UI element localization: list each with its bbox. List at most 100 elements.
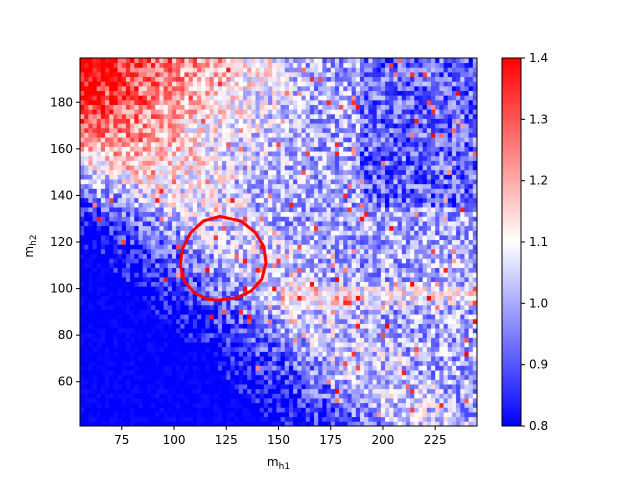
heatmap-cell — [222, 123, 227, 129]
heatmap-cell — [314, 258, 319, 264]
heatmap-cell — [314, 290, 319, 296]
heatmap-cell — [109, 258, 114, 264]
heatmap-cell — [176, 276, 181, 282]
heatmap-cell — [176, 300, 181, 306]
heatmap-cell — [159, 356, 164, 362]
heatmap-cell — [259, 230, 265, 236]
heatmap-cell — [138, 179, 144, 185]
heatmap-cell — [80, 290, 85, 296]
heatmap-cell — [134, 360, 139, 366]
heatmap-cell — [263, 179, 269, 185]
heatmap-cell — [322, 239, 327, 245]
heatmap-cell — [184, 253, 190, 259]
heatmap-cell — [276, 85, 281, 92]
heatmap-cell — [109, 402, 114, 408]
heatmap-cell — [297, 276, 302, 282]
heatmap-cell — [125, 225, 131, 231]
heatmap-cell — [121, 141, 127, 147]
heatmap-cell — [293, 356, 298, 362]
heatmap-cell — [309, 365, 315, 371]
heatmap-cell — [309, 374, 315, 380]
heatmap-cell — [293, 276, 298, 282]
heatmap-cell — [297, 248, 302, 255]
heatmap-cell — [197, 225, 202, 231]
heatmap-cell — [293, 323, 298, 329]
heatmap-cell — [259, 407, 265, 413]
heatmap-cell — [226, 379, 231, 385]
heatmap-cell — [96, 286, 102, 292]
heatmap-cell — [309, 85, 315, 92]
heatmap-cell — [117, 304, 123, 310]
heatmap-cell — [205, 351, 210, 357]
heatmap-cell — [230, 379, 236, 385]
heatmap-cell — [284, 113, 290, 119]
heatmap-cell — [305, 328, 311, 334]
heatmap-cell — [176, 127, 181, 133]
heatmap-cell — [201, 71, 206, 78]
heatmap-cell — [309, 253, 315, 259]
heatmap-cell — [293, 76, 298, 82]
heatmap-cell — [201, 216, 206, 222]
heatmap-cell — [339, 235, 344, 241]
heatmap-cell — [334, 393, 340, 399]
heatmap-cell — [146, 127, 152, 133]
heatmap-cell — [180, 379, 185, 385]
heatmap-cell — [201, 221, 206, 227]
heatmap-cell — [155, 62, 160, 68]
heatmap-cell — [276, 71, 281, 78]
heatmap-cell — [339, 328, 344, 334]
heatmap-cell — [121, 221, 127, 227]
heatmap-cell — [130, 99, 135, 105]
heatmap-cell — [151, 127, 156, 133]
heatmap-cell — [222, 407, 227, 413]
heatmap-cell — [159, 109, 164, 115]
heatmap-cell — [130, 132, 135, 138]
heatmap-cell — [176, 132, 181, 138]
heatmap-cell — [138, 281, 144, 287]
heatmap-cell — [334, 318, 340, 324]
heatmap-cell — [301, 286, 307, 292]
heatmap-cell — [201, 412, 206, 418]
heatmap-cell — [217, 253, 223, 259]
heatmap-cell — [176, 71, 181, 78]
heatmap-cell — [146, 295, 152, 301]
heatmap-cell — [334, 155, 340, 161]
heatmap-cell — [251, 207, 256, 213]
heatmap-cell — [268, 58, 273, 64]
heatmap-cell — [284, 81, 290, 87]
heatmap-cell — [284, 235, 290, 241]
heatmap-cell — [138, 398, 144, 404]
heatmap-cell — [222, 370, 227, 376]
heatmap-cell — [309, 169, 315, 175]
heatmap-cell — [96, 183, 102, 189]
heatmap-cell — [238, 76, 244, 82]
heatmap-cell — [268, 328, 273, 334]
heatmap-cell — [142, 262, 148, 269]
heatmap-cell — [146, 183, 152, 189]
heatmap-cell — [301, 221, 307, 227]
heatmap-cell — [230, 281, 236, 287]
heatmap-cell — [130, 58, 135, 64]
heatmap-cell — [334, 127, 340, 133]
heatmap-cell — [230, 244, 236, 250]
heatmap-cell — [230, 328, 236, 334]
heatmap-cell — [297, 412, 302, 418]
heatmap-cell — [301, 248, 307, 255]
heatmap-cell — [297, 239, 302, 245]
heatmap-cell — [100, 127, 106, 133]
heatmap-cell — [276, 346, 281, 352]
heatmap-cell — [197, 300, 202, 306]
heatmap-cell — [171, 365, 177, 371]
heatmap-cell — [176, 76, 181, 82]
heatmap-cell — [255, 202, 261, 208]
heatmap-cell — [121, 230, 127, 236]
heatmap-cell — [121, 365, 127, 371]
heatmap-cell — [184, 314, 190, 320]
heatmap-cell — [192, 118, 198, 124]
heatmap-cell — [96, 62, 102, 68]
heatmap-cell — [105, 225, 110, 231]
heatmap-cell — [176, 342, 181, 348]
heatmap-cell — [121, 76, 127, 82]
heatmap-cell — [301, 58, 307, 64]
heatmap-cell — [113, 342, 119, 348]
